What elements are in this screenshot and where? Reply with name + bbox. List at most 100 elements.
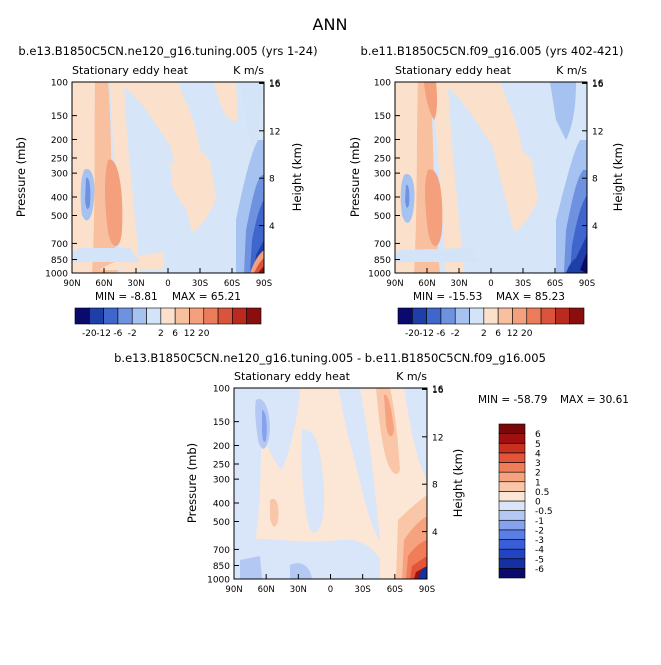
x-axis: 90N 60N 30N 0 30S 60S 90S [386,268,595,289]
colorbar-label: -5 [535,555,544,565]
colorbar-swatch [160,307,176,325]
colorbar-swatch [426,307,442,325]
colorbar-swatch [526,307,542,325]
colorbar-swatch [498,558,526,569]
y-right-tick-label: 16 [432,385,444,395]
y-tick-label: 300 [51,170,68,180]
min-label: MIN = -15.53 [413,291,482,303]
y-tick-label: 400 [51,193,68,203]
panel-top-right: b.e11.B1850C5CN.f09_g16.005 (yrs 402-421… [348,44,625,339]
y-right-tick-label: 12 [269,127,280,137]
colorbar-swatch [498,491,526,502]
y-right-tick-label: 12 [432,433,443,443]
colorbar-swatch [89,307,104,325]
y-tick-label: 400 [374,193,391,203]
colorbar-label: -2 [451,329,460,339]
y-tick-label: 200 [374,136,391,146]
y-tick-label: 250 [374,155,391,165]
x-tick-label: 0 [165,279,170,289]
panel-case-title: b.e11.B1850C5CN.f09_g16.005 (yrs 402-421… [361,44,624,58]
y-tick-label: 500 [51,212,68,222]
x-tick-label: 30S [192,279,208,289]
y-tick-label: 1000 [368,270,391,280]
y-right-tick-label: 4 [432,528,438,538]
x-tick-label: 90N [63,279,80,289]
y-axis-label: Pressure (mb) [348,137,362,217]
panel-right-label: K m/s [396,370,427,383]
panel-difference: b.e13.B1850C5CN.ne120_g16.tuning.005 - b… [114,351,629,595]
colorbar-swatch [555,307,570,325]
colorbar-label: -20 [405,329,420,339]
y-tick-label: 500 [213,518,230,528]
max-label: MAX = 65.21 [172,291,241,303]
x-tick-label: 90N [225,585,242,595]
colorbar-swatch [454,307,470,325]
x-tick-label: 60N [258,585,275,595]
colorbar-swatch [440,307,456,325]
colorbar-label: -2 [535,526,544,536]
colorbar-swatch [498,500,526,511]
y-axis-left: 100 150 200 250 300 400 500 700 850 1000 [368,79,400,280]
y-tick-label: 850 [374,256,391,266]
colorbar-swatch [498,548,526,560]
y-axis-right-label: Height (km) [611,143,625,212]
colorbar-swatch [497,307,513,325]
colorbar-swatch [498,423,526,434]
colorbar-label: -12 [419,329,434,339]
y-tick-label: 150 [51,112,68,122]
panel-right-label: K m/s [233,64,264,77]
y-tick-label: 200 [51,136,68,146]
colorbar-label: -12 [96,329,111,339]
colorbar-label: 2 [535,469,541,479]
colorbar-label: -1 [535,517,544,527]
x-tick-label: 30N [127,279,144,289]
x-tick-label: 30S [355,585,371,595]
colorbar: -20 -12 -6 -2 2 6 12 20 [397,307,585,339]
colorbar-label: -4 [535,546,544,556]
panel-top-left: b.e13.B1850C5CN.ne120_g16.tuning.005 (yr… [14,44,318,339]
y-right-tick-label: 12 [592,127,603,137]
y-tick-label: 150 [374,112,391,122]
colorbar-label: 6 [495,329,501,339]
colorbar-swatch [103,307,119,325]
colorbar-swatch [397,307,413,325]
colorbar-swatch [203,307,219,325]
y-tick-label: 400 [213,499,230,509]
y-right-tick-label: 16 [592,80,604,90]
y-tick-label: 250 [213,461,230,471]
colorbar-swatch [498,481,526,492]
y-axis-right-label: Height (km) [290,143,304,212]
y-axis-left: 100 150 200 250 300 400 500 700 850 1000 [45,79,77,280]
colorbar-swatch [498,519,526,531]
colorbar-swatch [232,307,247,325]
x-tick-label: 90S [419,585,435,595]
y-axis-label: Pressure (mb) [185,443,199,523]
x-tick-label: 30S [515,279,531,289]
x-tick-label: 30N [450,279,467,289]
x-tick-label: 90S [256,279,272,289]
y-tick-label: 700 [213,546,230,556]
panel-left-label: Stationary eddy heat [234,370,351,383]
colorbar-label: 12 [507,329,518,339]
panel-case-title: b.e13.B1850C5CN.ne120_g16.tuning.005 - b… [114,351,546,365]
panel-right-label: K m/s [556,64,587,77]
colorbar-label: -2 [128,329,137,339]
y-axis-left: 100 150 200 250 300 400 500 700 850 1000 [207,385,239,586]
colorbar: -20 -12 -6 -2 2 6 12 20 [74,307,262,339]
x-tick-label: 60N [418,279,435,289]
y-right-tick-label: 4 [269,222,275,232]
y-tick-label: 100 [51,79,68,89]
min-label: MIN = -58.79 [478,394,547,406]
colorbar-swatch [483,307,499,325]
colorbar-swatch [469,307,485,325]
contour-field [395,82,587,273]
y-axis-label: Pressure (mb) [14,137,28,217]
colorbar-swatch [498,433,526,444]
colorbar-swatch [498,510,526,521]
colorbar-label: -0.5 [535,507,553,517]
colorbar-label: -3 [535,536,544,546]
